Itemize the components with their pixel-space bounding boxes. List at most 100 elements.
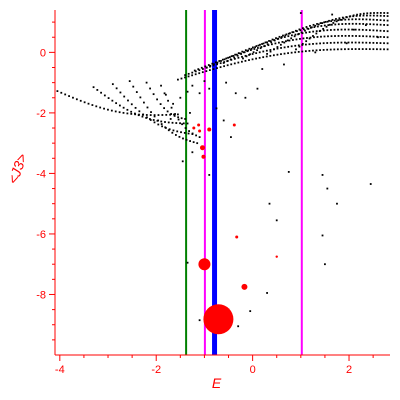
- data-point: [302, 27, 304, 30]
- data-point: [68, 95, 70, 97]
- data-point: [103, 107, 105, 110]
- data-point: [114, 110, 117, 113]
- data-point: [329, 23, 331, 26]
- data-point: [285, 40, 287, 43]
- data-point: [287, 45, 290, 48]
- data-point: [184, 74, 187, 76]
- data-point: [137, 114, 140, 117]
- data-point: [128, 80, 131, 83]
- data-point: [211, 62, 214, 65]
- data-point: [328, 19, 330, 22]
- data-point: [292, 39, 294, 41]
- data-point: [157, 123, 160, 126]
- data-point: [187, 132, 190, 135]
- data-point: [290, 51, 293, 54]
- data-point: [330, 20, 333, 23]
- data-point: [220, 60, 222, 62]
- data-point: [181, 160, 184, 163]
- data-point: [247, 49, 250, 52]
- data-point: [138, 110, 141, 113]
- data-point: [324, 263, 326, 266]
- data-point: [271, 43, 273, 46]
- data-point: [323, 35, 326, 38]
- data-point: [290, 45, 293, 48]
- data-point: [312, 23, 315, 26]
- data-point: [212, 64, 215, 67]
- data-point: [249, 310, 252, 313]
- data-point: [372, 29, 375, 32]
- data-point: [369, 12, 372, 14]
- data-point: [298, 28, 301, 31]
- data-point: [333, 19, 336, 22]
- data-point: [218, 60, 221, 62]
- data-point: [215, 107, 218, 110]
- data-point: [348, 22, 351, 25]
- data-point: [340, 48, 343, 51]
- data-point: [195, 134, 197, 137]
- data-point: [149, 118, 151, 120]
- data-point: [319, 22, 322, 24]
- data-point: [336, 202, 338, 205]
- data-point: [177, 78, 179, 81]
- data-point: [308, 31, 311, 33]
- data-point: [209, 64, 212, 67]
- data-point: [161, 114, 164, 116]
- data-point: [223, 61, 226, 63]
- data-point: [305, 31, 307, 34]
- data-point: [351, 41, 353, 44]
- data-point: [304, 50, 307, 53]
- data-point: [191, 151, 194, 154]
- data-point: [237, 52, 240, 55]
- data-point: [177, 118, 180, 121]
- data-point: [386, 36, 389, 39]
- data-point: [244, 54, 247, 57]
- data-point: [127, 99, 129, 102]
- data-point: [347, 48, 350, 51]
- data-point: [205, 66, 208, 69]
- data-point: [235, 53, 238, 56]
- data-point: [184, 127, 187, 129]
- data-point: [146, 116, 148, 119]
- data-point: [56, 90, 59, 93]
- data-point: [157, 119, 160, 122]
- data-point: [326, 20, 329, 23]
- data-point: [301, 50, 304, 53]
- data-point: [386, 30, 389, 33]
- data-point: [164, 93, 167, 96]
- data-point: [193, 69, 196, 72]
- data-point: [345, 42, 348, 45]
- data-point: [383, 24, 386, 26]
- data-point: [319, 49, 321, 52]
- data-point: [372, 18, 375, 21]
- data-point: [332, 22, 335, 24]
- data-point: [344, 48, 346, 51]
- data-point: [284, 34, 287, 37]
- highlight-point: [207, 127, 212, 132]
- data-point: [134, 112, 136, 115]
- data-point: [361, 48, 364, 50]
- data-point: [253, 48, 256, 50]
- data-point: [276, 46, 279, 48]
- data-point: [344, 34, 347, 37]
- data-point: [333, 28, 336, 31]
- data-point: [184, 76, 186, 79]
- data-point: [153, 121, 156, 124]
- data-point: [323, 21, 326, 24]
- data-point: [321, 22, 324, 24]
- data-point: [186, 90, 189, 93]
- data-point: [334, 35, 336, 37]
- data-point: [329, 29, 332, 31]
- data-point: [132, 85, 135, 88]
- data-point: [237, 56, 240, 59]
- data-point: [180, 131, 182, 134]
- data-point: [152, 93, 155, 96]
- data-point: [355, 15, 358, 17]
- data-point: [337, 35, 340, 37]
- data-point: [111, 83, 114, 86]
- data-point: [269, 50, 272, 53]
- data-point: [177, 113, 179, 116]
- data-point: [72, 96, 74, 99]
- data-point: [234, 53, 237, 56]
- data-point: [306, 37, 308, 39]
- data-point: [379, 29, 382, 32]
